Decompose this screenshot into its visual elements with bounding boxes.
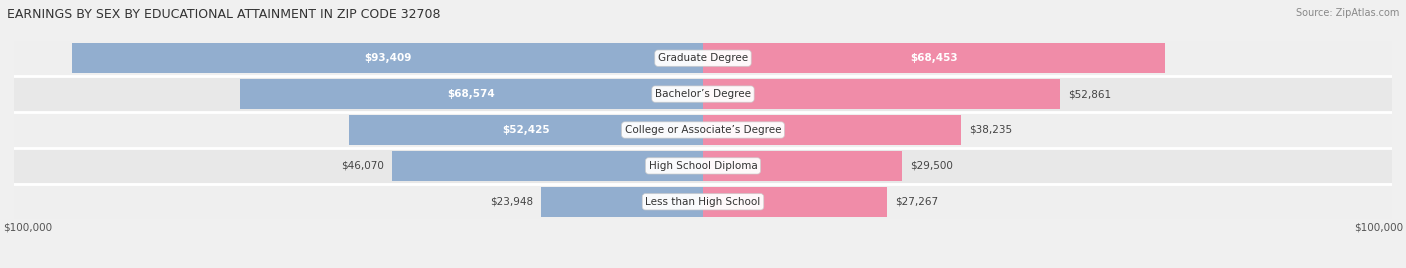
Bar xyxy=(240,79,703,109)
Text: Source: ZipAtlas.com: Source: ZipAtlas.com xyxy=(1295,8,1399,18)
Bar xyxy=(541,187,703,217)
Bar xyxy=(14,76,1392,112)
Text: $38,235: $38,235 xyxy=(969,125,1012,135)
Bar xyxy=(703,187,887,217)
Text: Graduate Degree: Graduate Degree xyxy=(658,53,748,63)
Bar xyxy=(14,184,1392,219)
Text: High School Diploma: High School Diploma xyxy=(648,161,758,171)
Text: $52,861: $52,861 xyxy=(1069,89,1111,99)
Bar xyxy=(349,115,703,145)
Text: $68,453: $68,453 xyxy=(910,53,957,63)
Text: $29,500: $29,500 xyxy=(910,161,953,171)
Text: $68,574: $68,574 xyxy=(447,89,495,99)
Text: Less than High School: Less than High School xyxy=(645,197,761,207)
Text: $52,425: $52,425 xyxy=(502,125,550,135)
Bar xyxy=(703,79,1060,109)
Bar xyxy=(703,151,903,181)
Bar xyxy=(392,151,703,181)
Text: $93,409: $93,409 xyxy=(364,53,411,63)
Bar xyxy=(703,115,962,145)
Bar xyxy=(72,43,703,73)
Bar xyxy=(703,43,1166,73)
Text: College or Associate’s Degree: College or Associate’s Degree xyxy=(624,125,782,135)
Text: $27,267: $27,267 xyxy=(896,197,938,207)
Text: $46,070: $46,070 xyxy=(340,161,384,171)
Bar xyxy=(14,112,1392,148)
Bar xyxy=(14,148,1392,184)
Text: $23,948: $23,948 xyxy=(491,197,533,207)
Text: Bachelor’s Degree: Bachelor’s Degree xyxy=(655,89,751,99)
Text: EARNINGS BY SEX BY EDUCATIONAL ATTAINMENT IN ZIP CODE 32708: EARNINGS BY SEX BY EDUCATIONAL ATTAINMEN… xyxy=(7,8,440,21)
Bar xyxy=(14,40,1392,76)
